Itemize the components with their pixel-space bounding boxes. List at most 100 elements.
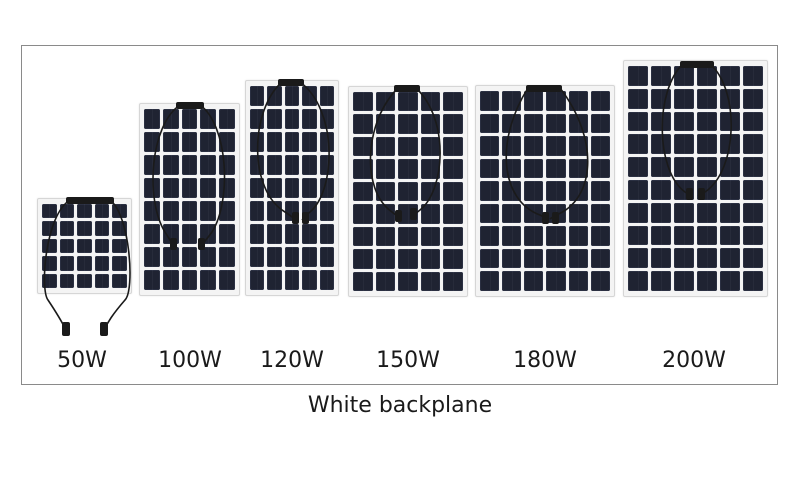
solar-cell — [144, 201, 160, 221]
solar-cell — [375, 249, 396, 269]
solar-cell — [628, 157, 648, 177]
solar-cell — [219, 178, 235, 198]
solar-cell — [743, 271, 763, 291]
solar-cell — [353, 226, 373, 247]
solar-cell — [200, 178, 217, 198]
solar-cell — [743, 111, 763, 132]
solar-cell — [546, 248, 566, 269]
solar-cell — [628, 66, 648, 86]
solar-cell — [375, 136, 396, 157]
solar-cell — [568, 248, 588, 269]
solar-cell — [302, 247, 317, 267]
solar-cell — [590, 158, 610, 179]
solar-cell — [181, 224, 198, 244]
solar-cell — [480, 91, 500, 111]
solar-cell — [59, 221, 75, 237]
solar-cell — [284, 132, 300, 152]
solar-cell — [77, 204, 92, 219]
solar-cell — [524, 248, 544, 269]
solar-cell — [568, 271, 588, 291]
solar-cell — [144, 247, 160, 267]
solar-cell — [502, 158, 522, 179]
solar-cell — [375, 114, 396, 135]
solar-cell — [250, 132, 265, 152]
solar-cell — [375, 226, 396, 247]
label-150w: 150W — [376, 348, 440, 373]
solar-cell — [250, 178, 265, 198]
solar-cell — [144, 270, 160, 290]
solar-cell — [720, 66, 740, 86]
solar-cell — [319, 247, 334, 267]
solar-cell — [720, 134, 740, 155]
solar-cell — [697, 134, 717, 155]
solar-cell — [443, 92, 463, 112]
solar-cell — [651, 88, 671, 109]
solar-cell — [651, 248, 671, 269]
solar-cell — [524, 136, 544, 156]
solar-cell — [162, 247, 179, 267]
solar-cell — [200, 270, 217, 290]
solar-cell — [267, 247, 282, 267]
solar-panel-100w — [139, 103, 240, 296]
solar-cell — [651, 157, 671, 177]
solar-cell — [720, 202, 740, 223]
solar-cell — [743, 225, 763, 246]
solar-cell — [524, 91, 544, 111]
solar-cell — [353, 159, 373, 180]
solar-cell — [302, 270, 317, 290]
solar-cell — [674, 111, 694, 132]
solar-cell — [59, 256, 75, 272]
solar-cell — [302, 201, 317, 221]
solar-cell — [628, 202, 648, 223]
solar-cell — [94, 221, 110, 237]
solar-cell — [674, 248, 694, 269]
solar-cell — [319, 201, 334, 221]
solar-cell — [743, 248, 763, 269]
solar-cell — [77, 238, 92, 254]
solar-cell — [524, 158, 544, 179]
solar-cell — [181, 155, 198, 175]
solar-cell — [628, 179, 648, 200]
solar-cell — [267, 155, 282, 175]
solar-cell — [651, 111, 671, 132]
solar-cell — [162, 224, 179, 244]
solar-cell — [420, 181, 441, 202]
solar-cell — [546, 136, 566, 156]
label-200w: 200W — [662, 348, 726, 373]
solar-cell — [524, 271, 544, 291]
comparison-frame — [21, 45, 778, 385]
solar-cell — [590, 248, 610, 269]
solar-cell — [743, 134, 763, 155]
solar-cell — [398, 271, 418, 292]
solar-cell — [480, 226, 500, 246]
solar-cell — [302, 178, 317, 198]
solar-cell — [651, 202, 671, 223]
solar-cell — [420, 114, 441, 135]
solar-cell — [674, 271, 694, 291]
solar-cell — [398, 114, 418, 135]
solar-cell — [697, 248, 717, 269]
solar-cell — [590, 271, 610, 291]
solar-cell — [720, 111, 740, 132]
solar-cell — [720, 179, 740, 200]
solar-cell — [181, 270, 198, 290]
solar-cell — [284, 270, 300, 290]
solar-cell — [181, 201, 198, 221]
solar-cell — [219, 201, 235, 221]
solar-cell — [568, 136, 588, 156]
solar-cell — [267, 132, 282, 152]
solar-cell — [219, 224, 235, 244]
solar-cell — [443, 226, 463, 247]
solar-cell — [697, 111, 717, 132]
solar-cell — [250, 109, 265, 129]
solar-cell — [398, 249, 418, 269]
solar-cell — [353, 92, 373, 112]
solar-cell — [743, 157, 763, 177]
solar-cell — [250, 86, 265, 106]
solar-cell — [353, 249, 373, 269]
solar-cell — [162, 270, 179, 290]
solar-cell — [546, 226, 566, 246]
solar-cell — [284, 201, 300, 221]
solar-cell — [480, 248, 500, 269]
solar-cell — [77, 273, 92, 289]
